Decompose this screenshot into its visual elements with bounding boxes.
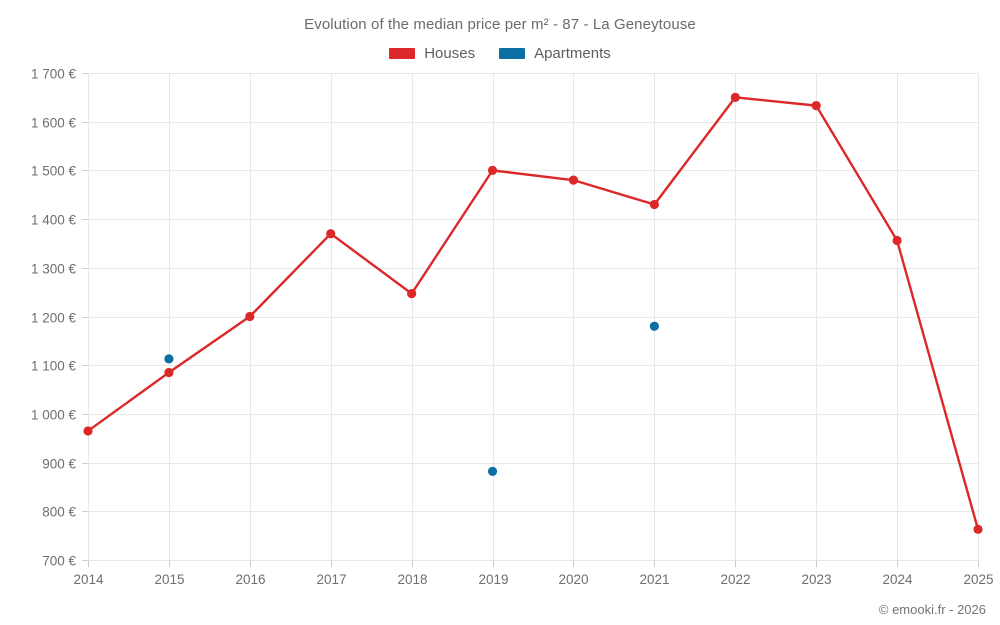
x-tick-label: 2023 bbox=[801, 572, 831, 587]
y-tick-label: 1 300 € bbox=[31, 262, 77, 277]
gridlines bbox=[88, 73, 979, 561]
legend-item-apartments[interactable]: Apartments bbox=[499, 45, 611, 62]
x-tick-label: 2015 bbox=[154, 572, 184, 587]
data-point-houses[interactable] bbox=[730, 92, 740, 102]
data-series bbox=[83, 92, 983, 534]
y-tick-label: 1 400 € bbox=[31, 213, 77, 228]
x-tick-label: 2020 bbox=[558, 572, 588, 587]
data-point-apartments[interactable] bbox=[164, 354, 174, 364]
data-point-houses[interactable] bbox=[487, 165, 498, 175]
y-tick-label: 1 100 € bbox=[31, 359, 77, 374]
y-tick-label: 900 € bbox=[42, 457, 76, 472]
data-point-houses[interactable] bbox=[326, 229, 336, 239]
legend-swatch-apartments bbox=[499, 48, 526, 59]
data-point-houses[interactable] bbox=[407, 289, 417, 299]
data-point-houses[interactable] bbox=[83, 426, 93, 436]
y-tick-label: 1 500 € bbox=[31, 164, 77, 179]
data-point-houses[interactable] bbox=[649, 199, 659, 210]
data-point-houses[interactable] bbox=[164, 367, 174, 378]
series-line-houses bbox=[86, 96, 980, 531]
data-point-houses[interactable] bbox=[973, 524, 983, 534]
legend-item-houses[interactable]: Houses bbox=[389, 45, 475, 62]
x-tick-label: 2021 bbox=[639, 572, 669, 587]
legend-label-houses: Houses bbox=[424, 45, 476, 62]
data-point-houses[interactable] bbox=[568, 175, 579, 185]
chart-legend: Houses Apartments bbox=[0, 45, 1000, 62]
x-tick-label: 2016 bbox=[235, 572, 265, 587]
x-axis-labels: 2014 2015 2016 2017 2018 2019 2020 2021 2022 2023… bbox=[73, 572, 993, 587]
x-tick-label: 2022 bbox=[720, 572, 750, 587]
data-point-houses[interactable] bbox=[245, 311, 255, 322]
chart-title: Evolution of the median price per m² - 8… bbox=[304, 16, 696, 33]
x-tick-label: 2018 bbox=[397, 572, 427, 587]
y-tick-label: 1 700 € bbox=[31, 67, 77, 82]
x-tick-label: 2024 bbox=[882, 572, 913, 587]
x-tick-label: 2019 bbox=[478, 572, 508, 587]
data-point-houses[interactable] bbox=[892, 235, 902, 246]
y-tick-label: 1 200 € bbox=[31, 311, 77, 326]
y-tick-label: 1 000 € bbox=[31, 408, 77, 423]
data-point-houses[interactable] bbox=[811, 101, 821, 111]
legend-swatch-houses bbox=[389, 48, 416, 59]
y-tick-label: 1 600 € bbox=[31, 116, 77, 131]
y-axis-labels: 700 € 800 € 900 € 1 000 € 1 100 € 1 200 € 1 30… bbox=[31, 67, 77, 569]
footer-copyright: © emooki.fr - 2026 bbox=[878, 602, 986, 617]
data-point-apartments[interactable] bbox=[487, 466, 498, 476]
y-tick-label: 700 € bbox=[42, 554, 76, 569]
x-tick-label: 2017 bbox=[316, 572, 346, 587]
x-tick-label: 2014 bbox=[73, 572, 104, 587]
x-tick-label: 2025 bbox=[963, 572, 993, 587]
data-point-apartments[interactable] bbox=[649, 321, 659, 331]
axis-tickmarks bbox=[82, 73, 979, 567]
legend-label-apartments: Apartments bbox=[534, 45, 611, 62]
y-tick-label: 800 € bbox=[42, 505, 76, 520]
